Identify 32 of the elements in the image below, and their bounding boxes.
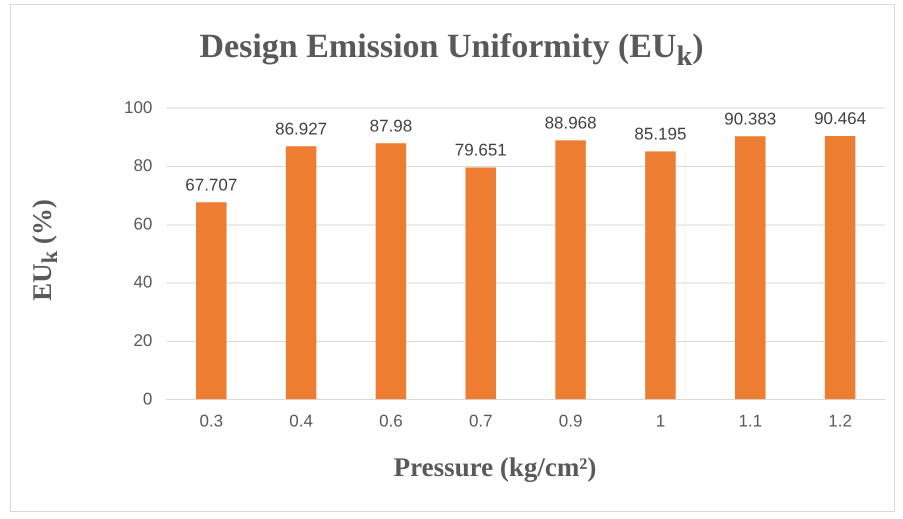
data-label: 85.195 <box>634 124 686 144</box>
y-tick-label: 0 <box>142 389 152 408</box>
x-axis-title: Pressure (kg/cm²) <box>392 452 598 483</box>
x-tick-label: 0.6 <box>379 411 403 430</box>
y-tick-label: 40 <box>133 272 152 292</box>
bar <box>196 202 227 400</box>
data-label: 88.968 <box>544 114 597 133</box>
bar <box>465 167 496 400</box>
x-tick-label: 1.2 <box>828 411 852 430</box>
x-tick-label: 0.7 <box>468 411 493 430</box>
x-tick-label: 0.9 <box>558 411 582 430</box>
data-label: 87.98 <box>370 116 412 136</box>
bar <box>376 143 406 400</box>
y-tick-label: 100 <box>124 98 152 117</box>
data-label: 90.383 <box>724 109 776 128</box>
x-tick-label: 1.1 <box>738 411 762 430</box>
data-label: 67.707 <box>185 175 238 194</box>
bar <box>286 146 316 400</box>
y-tick-label: 60 <box>133 214 152 234</box>
data-label: 79.651 <box>454 140 507 160</box>
data-label: 90.464 <box>814 109 866 128</box>
bar <box>645 151 676 400</box>
y-tick-label: 80 <box>133 156 152 176</box>
x-tick-label: 1 <box>656 411 666 430</box>
bar <box>734 136 766 400</box>
x-tick-label: 0.3 <box>199 411 224 430</box>
y-tick-label: 20 <box>133 331 152 350</box>
x-tick-label: 0.4 <box>289 411 313 430</box>
bar <box>555 140 586 400</box>
data-label: 86.927 <box>275 119 328 138</box>
bar <box>824 136 856 400</box>
chart-title: Design Emission Uniformity (EU$_{k}$) <box>198 28 705 73</box>
